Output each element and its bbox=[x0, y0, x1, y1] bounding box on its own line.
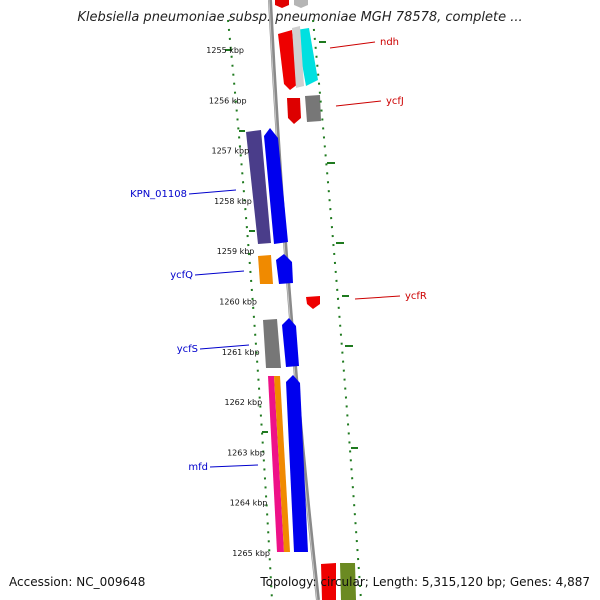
map-title: Klebsiella pneumoniae subsp. pneumoniae … bbox=[77, 10, 523, 25]
scale-tick-label: 1255 kbp bbox=[206, 46, 244, 55]
feature-block bbox=[274, 376, 290, 552]
gene-callouts: ndh ycfJ KPN_01108 ycfQ ycfR ycfS mfd bbox=[130, 37, 427, 473]
gene-callout-line bbox=[354, 295, 401, 300]
scale-ticks: 1255 kbp 1256 kbp 1257 kbp 1258 kbp 1259 kbp… bbox=[206, 46, 270, 558]
gc-track-left bbox=[227, 19, 273, 600]
gene-label-ndh[interactable]: ndh bbox=[380, 37, 399, 48]
feature-block bbox=[246, 130, 271, 244]
gene-callout-line bbox=[209, 464, 259, 468]
feature-block bbox=[264, 128, 288, 244]
feature-block bbox=[276, 254, 293, 284]
gene-callout-line bbox=[188, 189, 237, 195]
gene-callout-line bbox=[335, 100, 382, 107]
scale-tick-label: 1261 kbp bbox=[222, 348, 260, 357]
gene-callout-line bbox=[199, 344, 250, 350]
feature-block bbox=[286, 375, 308, 552]
scale-tick-label: 1259 kbp bbox=[217, 247, 255, 256]
gene-label-mfd[interactable]: mfd bbox=[188, 462, 208, 473]
gene-label-ycfj[interactable]: ycfJ bbox=[386, 96, 404, 107]
gc-skew-marks bbox=[225, 41, 358, 449]
gene-label-ycfq[interactable]: ycfQ bbox=[170, 270, 193, 281]
scale-tick-label: 1258 kbp bbox=[214, 197, 252, 206]
feature-blocks bbox=[246, 0, 356, 600]
scale-tick-label: 1265 kbp bbox=[232, 549, 270, 558]
gene-label-ycfr[interactable]: ycfR bbox=[405, 291, 427, 302]
feature-block bbox=[275, 0, 289, 8]
gene-label-ycfs[interactable]: ycfS bbox=[177, 344, 198, 355]
feature-block bbox=[305, 95, 321, 122]
feature-block bbox=[306, 296, 320, 309]
scale-tick-label: 1263 kbp bbox=[227, 448, 265, 457]
feature-block bbox=[287, 98, 301, 124]
scale-tick-label: 1257 kbp bbox=[211, 147, 249, 156]
scale-tick-label: 1264 kbp bbox=[230, 499, 268, 508]
feature-block bbox=[296, 28, 318, 86]
feature-block bbox=[340, 563, 356, 600]
genome-backbone-highlight bbox=[268, 0, 318, 600]
feature-block bbox=[258, 255, 273, 284]
genome-backbone bbox=[268, 0, 320, 600]
gene-callout-line bbox=[194, 270, 245, 276]
feature-block bbox=[321, 563, 336, 600]
gene-callout-line bbox=[329, 41, 376, 49]
feature-block bbox=[282, 318, 299, 367]
genome-summary: Topology: circular; Length: 5,315,120 bp… bbox=[260, 575, 590, 589]
feature-block bbox=[294, 0, 308, 8]
scale-tick-label: 1262 kbp bbox=[224, 398, 262, 407]
gene-label-kpn_01108[interactable]: KPN_01108 bbox=[130, 189, 187, 200]
feature-block bbox=[278, 30, 298, 90]
accession-label: Accession: NC_009648 bbox=[9, 575, 146, 589]
scale-tick-label: 1260 kbp bbox=[219, 298, 257, 307]
feature-block bbox=[268, 376, 284, 552]
feature-block bbox=[263, 319, 281, 368]
scale-tick-label: 1256 kbp bbox=[209, 96, 247, 105]
feature-block bbox=[292, 26, 304, 88]
